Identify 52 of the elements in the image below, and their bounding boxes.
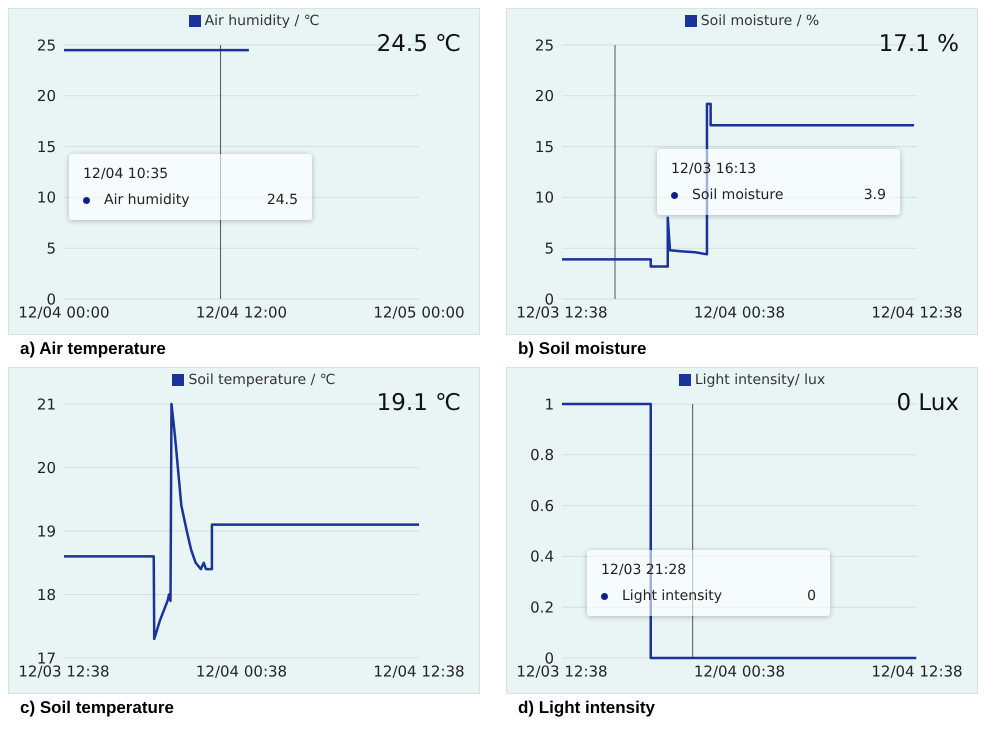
y-tick-label: 5 <box>544 240 554 258</box>
annotation: 19.1 ℃ <box>376 390 461 416</box>
legend-label: Soil temperature / ℃ <box>188 372 336 388</box>
y-tick-label: 25 <box>36 36 56 54</box>
y-tick-label: 0.4 <box>530 548 554 566</box>
legend-label: Soil moisture / % <box>700 13 820 29</box>
y-tick-label: 1 <box>544 395 554 414</box>
x-tick-label: 12/04 12:38 <box>373 662 465 681</box>
x-tick-label: 12/03 12:38 <box>18 662 110 681</box>
y-tick-label: 20 <box>534 87 554 106</box>
x-tick-label: 12/03 12:38 <box>516 304 608 322</box>
annotation: Soil moisture <box>692 187 784 203</box>
annotation: 0 Lux <box>896 390 959 416</box>
y-tick-label: 15 <box>534 138 554 156</box>
annotation: 24.5 <box>266 192 298 208</box>
y-tick-label: 25 <box>534 36 554 54</box>
text: d) Light intensity <box>517 697 656 719</box>
annotation: 17.1 % <box>878 31 959 57</box>
annotation: 3.9 <box>864 187 886 203</box>
y-tick-label: 20 <box>36 87 56 106</box>
x-tick-label: 12/04 12:38 <box>871 662 963 681</box>
annotation: Light intensity <box>622 588 724 604</box>
x-tick-label: 12/04 12:38 <box>871 304 963 322</box>
y-tick-label: 15 <box>36 138 56 156</box>
text: b) Soil moisture <box>517 338 648 360</box>
x-tick-label: 12/04 12:00 <box>196 304 288 322</box>
y-tick-label: 18 <box>36 586 56 604</box>
x-tick-label: 12/03 12:38 <box>516 662 608 681</box>
legend-label: Light intensity/ lux <box>694 372 826 388</box>
y-tick-label: 0.6 <box>530 496 554 515</box>
y-tick-label: 19 <box>36 522 56 540</box>
text: a) Air temperature <box>19 338 167 360</box>
y-tick-label: 0.2 <box>530 598 554 617</box>
y-tick-label: 20 <box>36 458 56 477</box>
y-tick-label: 0.8 <box>530 446 554 464</box>
annotation: 12/03 21:28 <box>601 562 688 578</box>
y-tick-label: 10 <box>534 188 554 207</box>
annotation: 24.5 ℃ <box>376 31 461 57</box>
x-tick-label: 12/04 00:38 <box>694 662 786 681</box>
legend-label: Air humidity / ℃ <box>204 13 320 29</box>
annotation: 12/03 16:13 <box>671 161 758 177</box>
x-tick-label: 12/04 00:00 <box>18 304 110 322</box>
annotation: Air humidity <box>104 192 190 208</box>
annotation: 0 <box>807 588 816 604</box>
text: c) Soil temperature <box>19 697 175 719</box>
y-tick-label: 21 <box>36 395 56 414</box>
y-tick-label: 10 <box>36 188 56 207</box>
annotation: 12/04 10:35 <box>83 166 170 182</box>
x-tick-label: 12/04 00:38 <box>694 304 786 322</box>
x-tick-label: 12/04 00:38 <box>196 662 288 681</box>
x-tick-label: 12/05 00:00 <box>373 304 465 322</box>
y-tick-label: 5 <box>46 240 56 258</box>
